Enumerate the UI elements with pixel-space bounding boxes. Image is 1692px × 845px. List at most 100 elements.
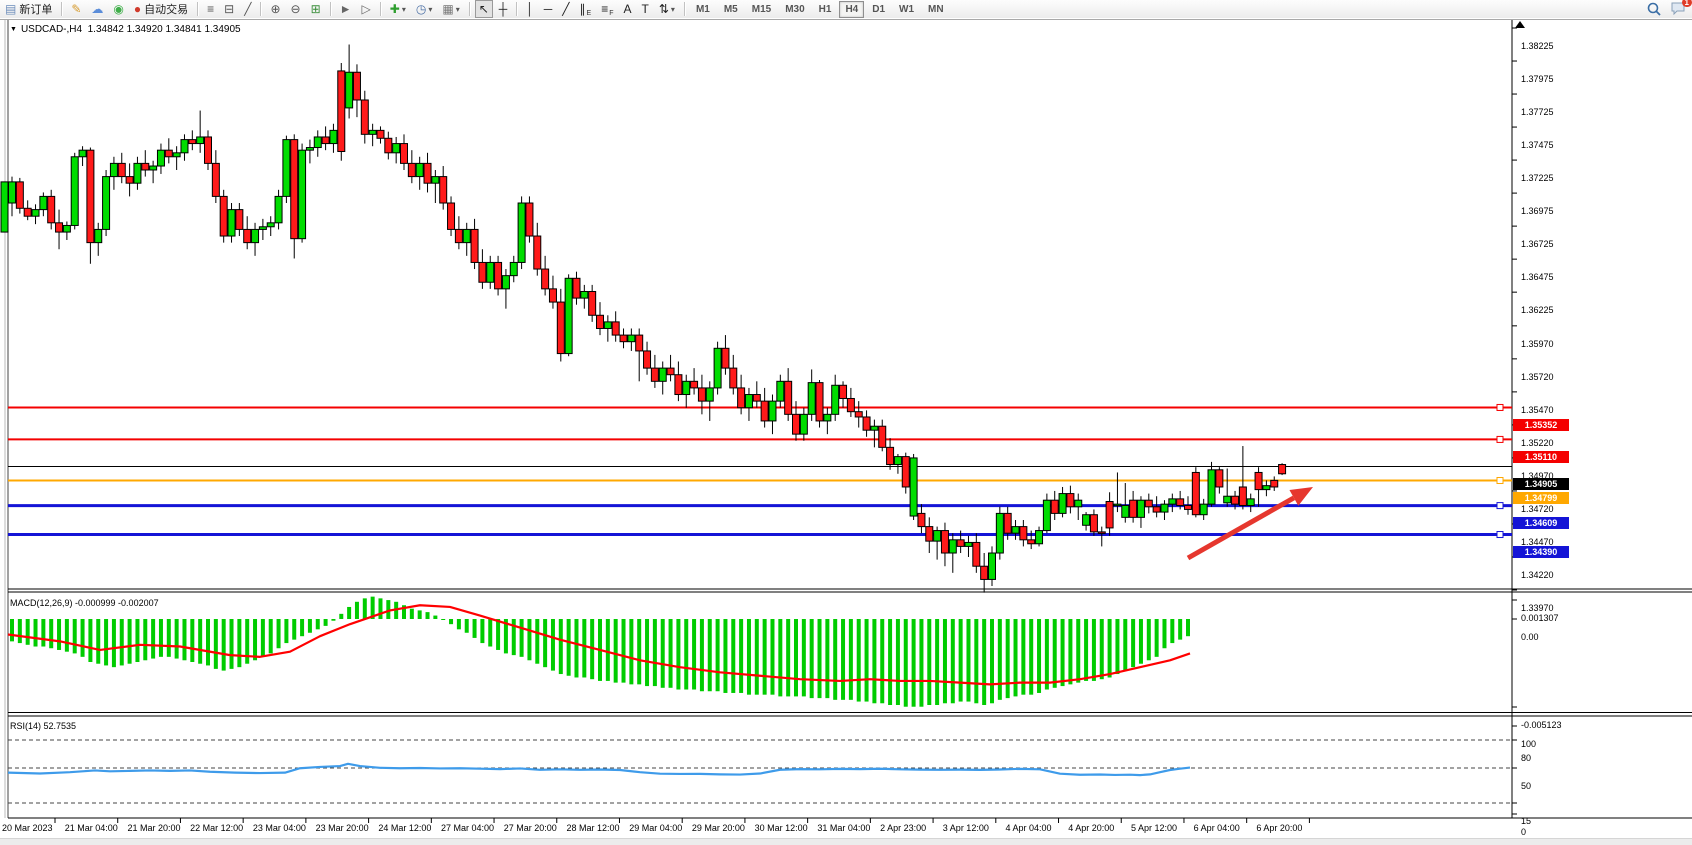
styler-button[interactable]: ✎ bbox=[67, 0, 85, 18]
label-button[interactable]: T bbox=[638, 0, 653, 18]
line-selection-marker[interactable] bbox=[1496, 531, 1504, 539]
templates-button[interactable]: ▦ ▾ bbox=[438, 0, 463, 18]
sep1 bbox=[61, 2, 63, 16]
trendline-button[interactable]: ╱ bbox=[558, 0, 573, 18]
timeframe-d1-button[interactable]: D1 bbox=[872, 3, 886, 15]
line-selection-marker[interactable] bbox=[1496, 502, 1504, 510]
macd-histogram-bar bbox=[143, 619, 148, 661]
candle-body bbox=[541, 268, 550, 290]
trend-arrow-shaft[interactable] bbox=[1186, 495, 1296, 561]
candle-body bbox=[94, 228, 103, 244]
publisher-button[interactable]: ☁ bbox=[87, 0, 107, 18]
macd-histogram-bar bbox=[347, 606, 352, 619]
candle-body bbox=[980, 565, 989, 580]
ohlc-low: 1.34841 bbox=[165, 24, 202, 35]
candle-body bbox=[925, 526, 934, 542]
timeframe-w1-button[interactable]: W1 bbox=[899, 3, 915, 15]
cursor-button[interactable]: ↖ bbox=[474, 0, 493, 18]
time-axis-label: 31 Mar 04:00 bbox=[817, 823, 871, 833]
macd-histogram-bar bbox=[166, 619, 171, 657]
bar-chart-button[interactable]: ≡ bbox=[203, 0, 218, 18]
candle-body bbox=[909, 457, 918, 517]
fibonacci-button[interactable]: ≡ F bbox=[597, 0, 617, 18]
scroll-to-end-marker[interactable] bbox=[1515, 21, 1525, 28]
timeframe-mn-button[interactable]: MN bbox=[928, 3, 944, 15]
timeframe-m30-button[interactable]: M30 bbox=[785, 3, 805, 15]
macd-histogram-bar bbox=[519, 619, 524, 657]
horizontal-line-button[interactable]: ─ bbox=[540, 0, 557, 18]
macd-histogram-bar bbox=[441, 619, 446, 620]
macd-histogram-bar bbox=[833, 619, 838, 700]
candle-body bbox=[423, 162, 432, 184]
crosshair-button[interactable]: ┼ bbox=[495, 0, 512, 18]
auto-scroll-button[interactable]: ► bbox=[336, 0, 356, 18]
candle-body bbox=[839, 384, 848, 399]
macd-histogram-bar bbox=[151, 619, 156, 659]
timeframe-h1-button[interactable]: H1 bbox=[818, 3, 832, 15]
macd-histogram-bar bbox=[801, 619, 806, 697]
zoom-in-icon: ⊕ bbox=[270, 2, 281, 16]
line-selection-marker[interactable] bbox=[1496, 435, 1504, 443]
candle-body bbox=[1160, 503, 1169, 513]
autotrading-button[interactable]: ● 自动交易 bbox=[130, 0, 192, 18]
window-bottom-edge bbox=[0, 838, 1692, 845]
zoom-in-button[interactable]: ⊕ bbox=[266, 0, 284, 18]
templates-button-dropdown-icon[interactable]: ▾ bbox=[455, 4, 460, 14]
indicators-button[interactable]: ✚ ▾ bbox=[386, 0, 410, 18]
chart-collapse-icon[interactable]: ▼ bbox=[10, 26, 17, 33]
bars-icon: ≡ bbox=[207, 2, 215, 16]
candle-body bbox=[1184, 504, 1192, 510]
rsi-line bbox=[7, 762, 1191, 777]
macd-histogram-bar bbox=[982, 619, 987, 705]
macd-histogram-bar bbox=[503, 619, 508, 654]
chart-canvas[interactable] bbox=[0, 18, 1692, 845]
arrows-button[interactable]: ⇅ ▾ bbox=[655, 0, 679, 18]
macd-histogram-bar bbox=[213, 619, 218, 669]
chart-shift-button[interactable]: ▷ bbox=[358, 0, 375, 18]
timeframe-h4-button[interactable]: H4 bbox=[839, 0, 865, 18]
candle-body bbox=[400, 143, 408, 164]
periods-button[interactable]: ◷ ▾ bbox=[412, 0, 437, 18]
candle-body bbox=[862, 416, 871, 431]
candle-body bbox=[274, 195, 283, 224]
candle-body bbox=[988, 552, 996, 580]
candle-body bbox=[462, 228, 471, 244]
equidistant-channel-button[interactable]: ∥ E bbox=[576, 0, 596, 18]
vertical-line-button[interactable]: │ bbox=[522, 0, 538, 18]
macd-histogram-bar bbox=[966, 619, 971, 702]
macd-histogram-bar bbox=[919, 619, 924, 707]
timeframe-m15-button[interactable]: M15 bbox=[751, 3, 772, 15]
fibo-icon: ≡ bbox=[601, 2, 609, 16]
macd-histogram-bar bbox=[425, 612, 430, 619]
tile-windows-button[interactable]: ⊞ bbox=[307, 0, 325, 18]
label-icon: T bbox=[641, 2, 649, 16]
line-selection-marker[interactable] bbox=[1496, 477, 1504, 485]
notifications-button[interactable]: 1 bbox=[1670, 0, 1692, 18]
macd-histogram-bar bbox=[472, 619, 477, 638]
macd-histogram-bar bbox=[1146, 619, 1151, 661]
line-chart-button[interactable]: ╱ bbox=[240, 0, 255, 18]
periods-button-dropdown-icon[interactable]: ▾ bbox=[428, 4, 433, 14]
candle-body bbox=[117, 162, 126, 178]
timeframe-m5-button[interactable]: M5 bbox=[723, 3, 738, 15]
time-axis-label: 4 Apr 20:00 bbox=[1068, 823, 1115, 833]
arrows-button-dropdown-icon[interactable]: ▾ bbox=[670, 4, 675, 14]
macd-histogram-bar bbox=[739, 619, 744, 693]
line-selection-marker[interactable] bbox=[1496, 403, 1504, 411]
signals-button[interactable]: ◉ bbox=[109, 0, 127, 18]
zoom-out-button[interactable]: ⊖ bbox=[287, 0, 305, 18]
candle-chart-button[interactable]: ⊟ bbox=[220, 0, 238, 18]
new-order-button[interactable]: ▤ 新订单 bbox=[1, 0, 56, 18]
search-icon[interactable] bbox=[1646, 1, 1662, 17]
indicators-button-dropdown-icon[interactable]: ▾ bbox=[401, 4, 406, 14]
candle-body bbox=[204, 136, 212, 164]
candle-body bbox=[86, 149, 95, 244]
macd-histogram-bar bbox=[997, 619, 1002, 700]
macd-histogram-bar bbox=[723, 619, 728, 693]
candle-body bbox=[376, 129, 385, 139]
macd-histogram-bar bbox=[864, 619, 869, 702]
timeframe-m1-button[interactable]: M1 bbox=[695, 3, 710, 15]
text-button[interactable]: A bbox=[620, 0, 636, 18]
macd-histogram-bar bbox=[323, 619, 328, 626]
trend-arrow-head[interactable] bbox=[1289, 487, 1313, 506]
